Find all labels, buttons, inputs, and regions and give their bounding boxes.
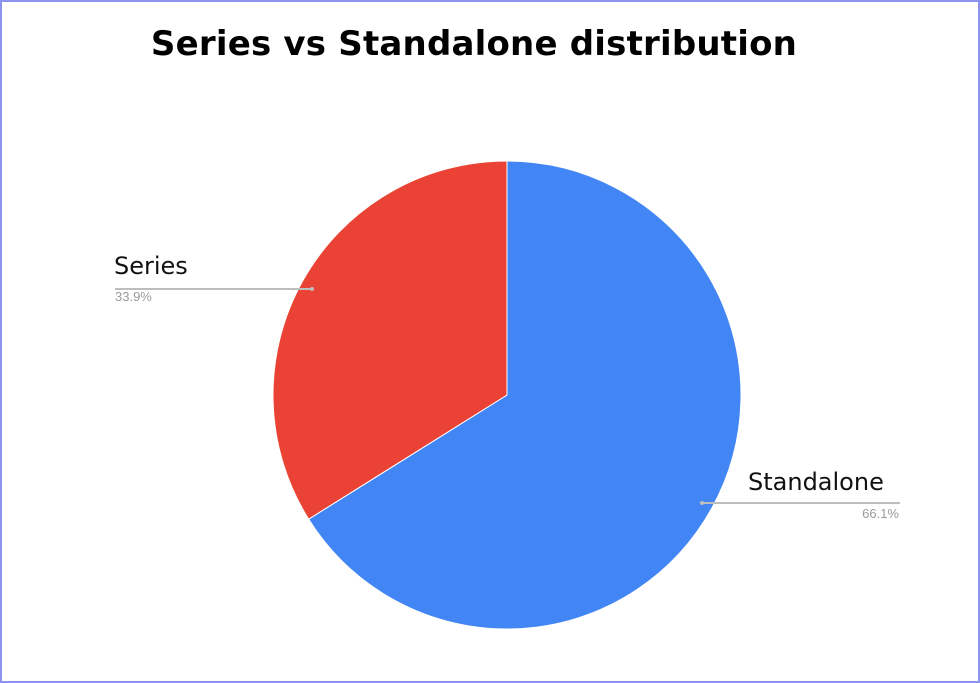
pie-slice-series bbox=[272, 160, 508, 520]
pie-slice-standalone bbox=[307, 160, 742, 630]
leaders-layer bbox=[115, 287, 900, 505]
slice-label-series: Series bbox=[114, 252, 188, 280]
slice-label-standalone: Standalone bbox=[748, 468, 884, 496]
leader-dot-series bbox=[310, 287, 314, 291]
slice-percent-series: 33.9% bbox=[115, 289, 152, 304]
leader-dot-standalone bbox=[700, 501, 704, 505]
slice-percent-standalone: 66.1% bbox=[862, 506, 899, 521]
slices-layer bbox=[272, 160, 742, 630]
chart-title: Series vs Standalone distribution bbox=[150, 24, 798, 64]
